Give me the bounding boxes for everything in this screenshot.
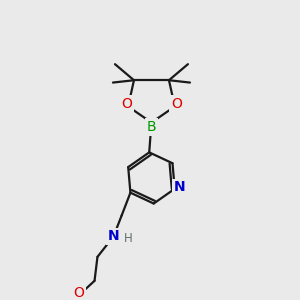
Text: N: N xyxy=(108,230,119,243)
Text: B: B xyxy=(147,120,156,134)
Text: N: N xyxy=(174,180,186,194)
Text: O: O xyxy=(171,97,182,111)
Text: O: O xyxy=(74,286,85,300)
Text: H: H xyxy=(124,232,133,245)
Text: O: O xyxy=(121,97,132,111)
